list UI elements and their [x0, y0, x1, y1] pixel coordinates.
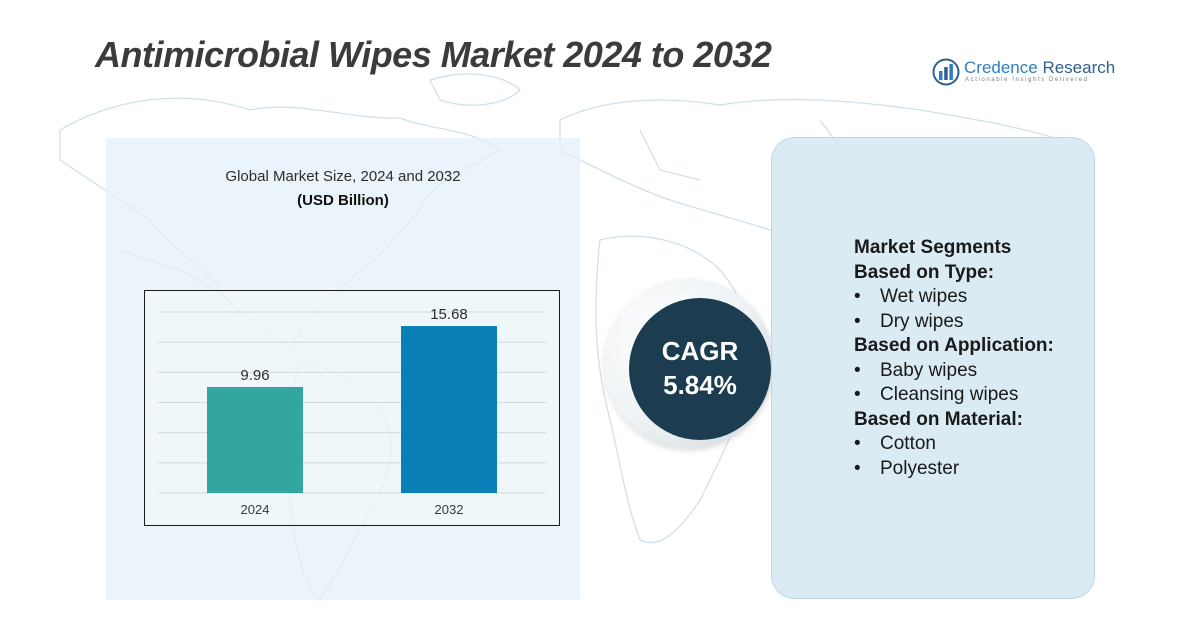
chart-frame [144, 290, 560, 526]
chart-unit: (USD Billion) [297, 192, 389, 209]
bullet-icon: • [854, 433, 861, 454]
chart-title: Global Market Size, 2024 and 2032 [225, 168, 461, 185]
bullet-icon: • [854, 359, 861, 381]
segment-group-title: Based on Type: [854, 261, 995, 283]
bar-2032 [401, 326, 497, 493]
bullet-icon: • [854, 457, 861, 479]
x-tick-label-2032: 2032 [435, 502, 464, 517]
bullet-icon: • [854, 384, 861, 405]
data-label-2032: 15.68 [430, 306, 468, 323]
segment-item-label: Cotton [880, 433, 936, 454]
cagr-label: CAGR [661, 336, 739, 366]
logo-tagline: Actionable Insights Delivered [965, 77, 1089, 83]
segment-group-title: Based on Application: [854, 335, 1054, 356]
bullet-icon: • [854, 286, 861, 307]
cagr-value: 5.84% [663, 370, 737, 400]
page-title: Antimicrobial Wipes Market 2024 to 2032 [95, 34, 772, 75]
logo-name-suffix: Research [1042, 58, 1116, 77]
segment-group-title: Based on Material: [854, 408, 1023, 430]
segment-item-label: Cleansing wipes [880, 384, 1019, 405]
bar-2024 [207, 386, 303, 493]
segment-item-label: Wet wipes [880, 286, 968, 307]
data-label-2024: 9.96 [240, 367, 269, 384]
bar-chart-circle-icon [932, 58, 960, 86]
segments-heading: Market Segments [854, 237, 1012, 258]
segment-item: • Baby wipes [854, 359, 1094, 384]
bullet-icon: • [854, 310, 861, 332]
market-segments-panel: Market Segments Based on Type: • Wet wipe… [771, 137, 1095, 599]
market-size-chart-panel: Global Market Size, 2024 and 2032 (USD B… [106, 138, 580, 600]
segment-item: • Wet wipes [854, 285, 1094, 310]
segment-item: • Cotton [854, 432, 1094, 457]
logo: Credence Research Actionable Insights De… [932, 56, 1115, 88]
segment-item-label: Polyester [880, 457, 960, 479]
segment-item: • Polyester [854, 457, 1094, 482]
cagr-badge: CAGR 5.84% [629, 298, 771, 440]
logo-name: Credence Research [964, 58, 1115, 78]
segments-list: Market Segments Based on Type: • Wet wipe… [854, 236, 1094, 481]
x-tick-label-2024: 2024 [241, 502, 270, 517]
segment-item-label: Baby wipes [880, 359, 978, 381]
segment-item: • Dry wipes [854, 310, 1094, 335]
segment-item: • Cleansing wipes [854, 383, 1094, 408]
logo-name-prefix: Credence [964, 58, 1038, 77]
segment-item-label: Dry wipes [880, 310, 964, 332]
chart-bars: 9.96 2024 15.68 2032 [207, 306, 497, 517]
bar-chart: 9.96 2024 15.68 2032 [144, 290, 560, 526]
